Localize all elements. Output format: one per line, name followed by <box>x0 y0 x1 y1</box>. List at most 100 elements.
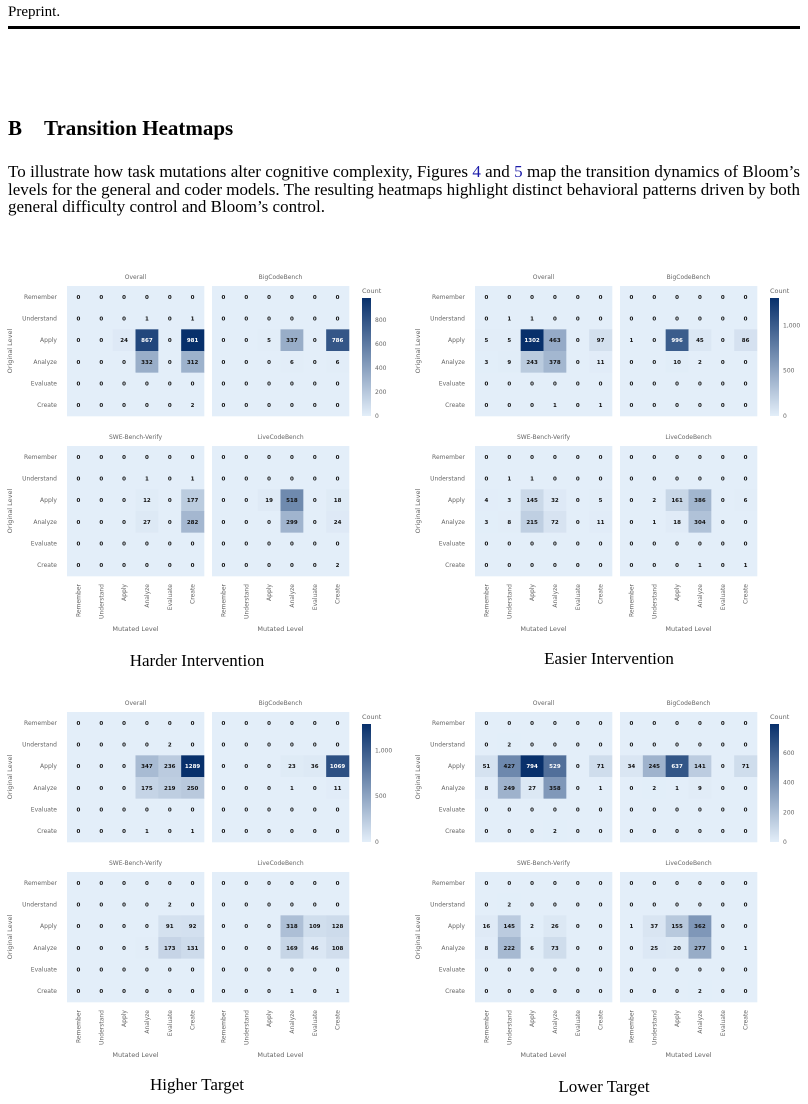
cell-label: 0 <box>122 403 126 409</box>
cell-label: 0 <box>244 946 248 952</box>
heatmap-cell <box>642 820 666 843</box>
heatmap-cell <box>734 733 758 756</box>
heatmap-cell <box>566 733 590 756</box>
heatmap-cell <box>89 798 113 821</box>
y-tick-label: Remember <box>24 880 57 887</box>
heatmap-cell <box>212 446 236 468</box>
x-tick-label: Analyze <box>144 584 151 608</box>
heatmap-cell <box>543 351 567 373</box>
heatmap-cell <box>665 820 689 843</box>
heatmap-cell <box>642 329 666 352</box>
heatmap-cell <box>642 980 666 1003</box>
cell-label: 0 <box>530 881 534 887</box>
heatmap-cell <box>89 329 113 352</box>
cell-label: 145 <box>526 498 538 504</box>
heatmap-cell <box>642 733 666 756</box>
cell-label: 786 <box>332 338 344 344</box>
heatmap-cell <box>642 489 666 512</box>
heatmap-cell <box>520 554 544 577</box>
cell-label: 0 <box>485 881 489 887</box>
cell-label: 0 <box>744 903 748 909</box>
cell-label: 18 <box>334 498 342 504</box>
heatmap-cell <box>589 446 613 468</box>
cell-label: 0 <box>168 498 172 504</box>
cell-label: 0 <box>145 989 149 995</box>
cell-label: 386 <box>694 498 706 504</box>
cell-label: 0 <box>122 968 126 974</box>
heatmap-cell <box>67 351 91 373</box>
cell-label: 0 <box>336 903 340 909</box>
heatmap-cell <box>89 980 113 1003</box>
cell-label: 0 <box>191 721 195 727</box>
heatmap-cell <box>688 893 712 916</box>
cell-label: 11 <box>334 786 342 792</box>
cell-label: 0 <box>652 338 656 344</box>
cell-label: 0 <box>553 989 557 995</box>
colorbar <box>770 298 779 416</box>
cell-label: 2 <box>652 786 656 792</box>
cell-label: 36 <box>311 764 319 770</box>
heatmap-cell <box>280 467 304 490</box>
colorbar-title: Count <box>362 713 382 721</box>
heatmap-cell <box>543 489 567 512</box>
heatmap-cell <box>257 733 281 756</box>
cell-label: 0 <box>698 829 702 835</box>
heatmap-cell <box>497 532 521 555</box>
heatmap-cell <box>688 532 712 555</box>
cell-label: 0 <box>630 989 634 995</box>
cell-label: 6 <box>336 360 340 366</box>
cell-label: 0 <box>553 317 557 323</box>
cell-label: 0 <box>630 542 634 548</box>
cell-label: 0 <box>244 721 248 727</box>
heatmap-cell <box>181 489 205 512</box>
cell-label: 358 <box>549 786 561 792</box>
x-tick-label: Create <box>335 584 342 604</box>
cell-label: 0 <box>77 317 81 323</box>
cell-label: 0 <box>652 403 656 409</box>
cell-label: 0 <box>222 903 226 909</box>
y-tick-label: Evaluate <box>31 541 58 548</box>
figure-ref-4[interactable]: 4 <box>472 162 481 181</box>
cell-label: 0 <box>267 808 271 814</box>
heatmap-cell <box>497 329 521 352</box>
heatmap-cell <box>642 351 666 373</box>
heatmap-cell <box>303 446 327 468</box>
cell-label: 0 <box>313 455 317 461</box>
cell-label: 0 <box>244 903 248 909</box>
cell-label: 0 <box>313 542 317 548</box>
heatmap-cell <box>135 394 159 417</box>
heatmap-cell <box>475 467 499 490</box>
cell-label: 0 <box>576 829 580 835</box>
heatmap-cell <box>257 958 281 981</box>
cell-label: 0 <box>244 455 248 461</box>
panel-title: Overall <box>533 274 555 281</box>
cell-label: 0 <box>145 903 149 909</box>
cell-label: 0 <box>122 903 126 909</box>
heatmap-cell <box>543 532 567 555</box>
cell-label: 0 <box>145 542 149 548</box>
heatmap-cell <box>135 937 159 959</box>
x-axis-label: Mutated Level <box>257 625 303 633</box>
heatmap-cell <box>280 937 304 959</box>
heatmap-cell <box>543 980 567 1003</box>
cell-label: 0 <box>630 881 634 887</box>
heatmap-cell <box>520 307 544 330</box>
cell-label: 0 <box>244 563 248 569</box>
cell-label: 0 <box>168 317 172 323</box>
cell-label: 0 <box>77 338 81 344</box>
y-tick-label: Create <box>37 562 57 569</box>
cell-label: 0 <box>122 881 126 887</box>
heatmap-cell <box>326 937 350 959</box>
figure-ref-5[interactable]: 5 <box>514 162 523 181</box>
cell-label: 0 <box>191 989 195 995</box>
heatmap-cell <box>475 733 499 756</box>
heatmap-cell <box>734 351 758 373</box>
cell-label: 0 <box>267 382 271 388</box>
heatmap-cell <box>158 372 182 395</box>
cell-label: 0 <box>652 721 656 727</box>
heatmap-cell <box>326 798 350 821</box>
y-tick-label: Evaluate <box>439 967 466 974</box>
heatmap-cell <box>212 820 236 843</box>
x-tick-label: Create <box>190 1010 197 1030</box>
heatmap-cell <box>303 798 327 821</box>
